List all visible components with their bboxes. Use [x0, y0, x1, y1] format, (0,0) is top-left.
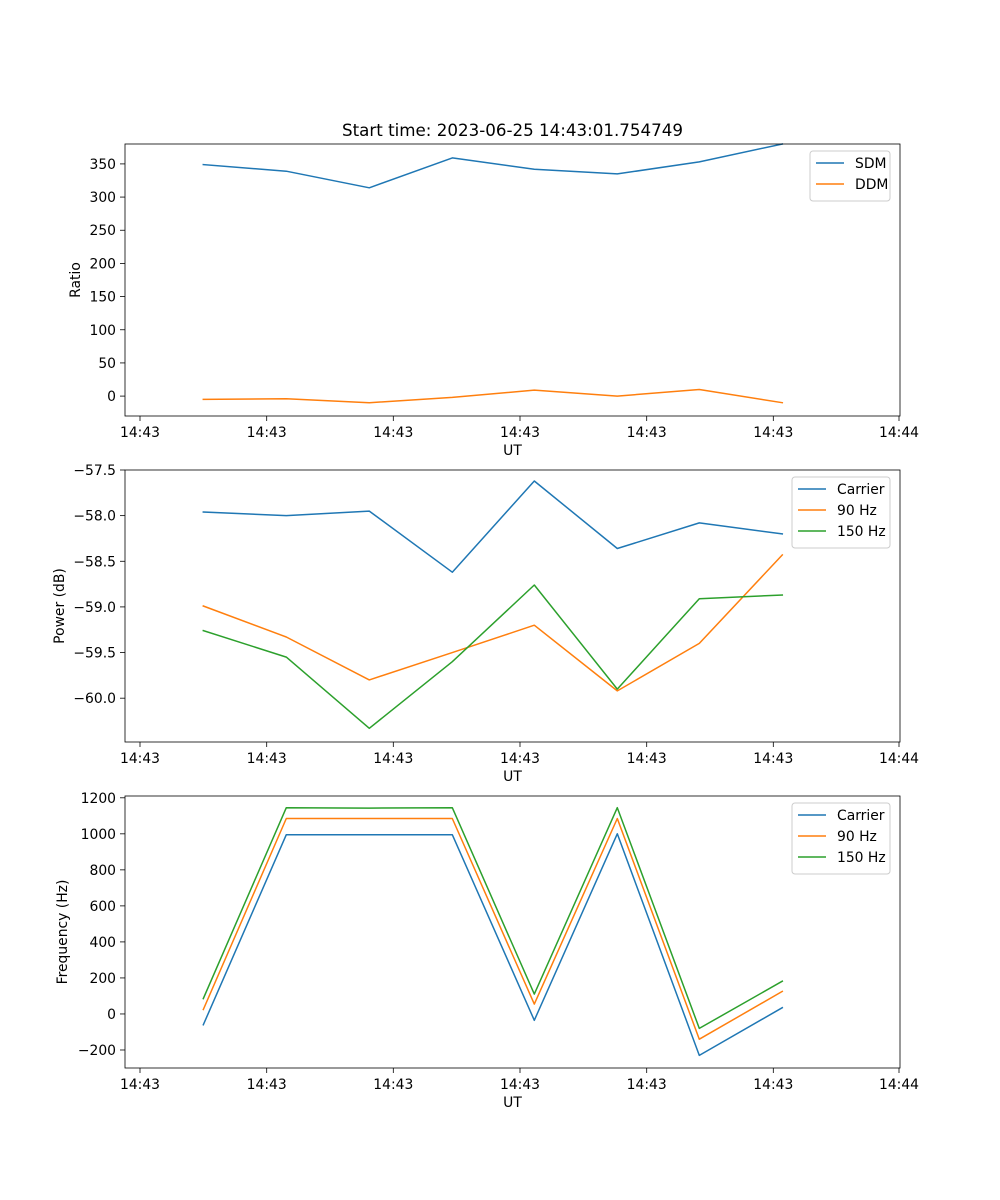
plot-frame [124, 469, 901, 743]
x-tick-label: 14:43 [120, 751, 160, 767]
y-tick-label: 0 [107, 389, 116, 405]
x-tick-label: 14:43 [627, 1077, 667, 1093]
x-tick-label: 14:44 [879, 425, 919, 441]
x-tick-label: 14:43 [753, 425, 793, 441]
legend-label: 90 Hz [837, 829, 877, 845]
y-tick-label: −58.5 [73, 554, 116, 570]
x-tick-label: 14:43 [500, 425, 540, 441]
x-axis-label: UT [503, 443, 522, 459]
y-tick-label: 250 [89, 223, 116, 239]
y-tick-label: 50 [98, 356, 116, 372]
x-tick-label: 14:43 [247, 751, 287, 767]
series-line-carrier [202, 833, 784, 1057]
y-tick-label: −200 [78, 1043, 116, 1059]
x-tick-label: 14:43 [500, 751, 540, 767]
y-tick-label: 600 [89, 899, 116, 915]
plot-frame [124, 795, 901, 1069]
y-tick-label: 100 [89, 323, 116, 339]
x-tick-label: 14:44 [879, 751, 919, 767]
x-tick-label: 14:43 [627, 425, 667, 441]
y-tick-label: 1200 [81, 791, 116, 807]
y-tick-label: 200 [89, 256, 116, 272]
legend-label: DDM [855, 177, 888, 193]
y-axis-label: Ratio [68, 262, 84, 298]
y-tick-label: 300 [89, 190, 116, 206]
legend-label: Carrier [837, 808, 885, 824]
x-tick-label: 14:43 [373, 751, 413, 767]
x-tick-label: 14:43 [373, 425, 413, 441]
y-tick-label: 200 [89, 971, 116, 987]
x-tick-label: 14:44 [879, 1077, 919, 1093]
x-tick-label: 14:43 [373, 1077, 413, 1093]
legend: Carrier 90 Hz 150 Hz [791, 802, 891, 875]
y-tick-label: −60.0 [73, 691, 116, 707]
y-tick-label: 1000 [81, 827, 116, 843]
y-tick-label: 400 [89, 935, 116, 951]
x-axis-label: UT [503, 1095, 522, 1111]
x-tick-label: 14:43 [120, 425, 160, 441]
series-line-150-hz [202, 806, 784, 1030]
series-line-sdm [202, 143, 784, 189]
x-tick-label: 14:43 [753, 1077, 793, 1093]
y-tick-label: 0 [107, 1007, 116, 1023]
y-tick-label: −58.0 [73, 509, 116, 525]
series-line-90-hz [202, 817, 784, 1040]
chart-panel-3: 14:43 14:43 14:43 14:43 14:43 14:43 14:44 −200 0… [55, 791, 919, 1111]
plot-frame [124, 143, 901, 417]
legend: SDM DDM [809, 150, 891, 202]
x-tick-label: 14:43 [247, 1077, 287, 1093]
y-tick-label: −59.0 [73, 600, 116, 616]
y-tick-label: −57.5 [73, 463, 116, 479]
legend-label: 90 Hz [837, 503, 877, 519]
series-line-90-hz [202, 553, 784, 692]
y-tick-label: 150 [89, 290, 116, 306]
x-tick-label: 14:43 [500, 1077, 540, 1093]
y-tick-label: −59.5 [73, 646, 116, 662]
legend-label: Carrier [837, 482, 885, 498]
series-line-ddm [202, 388, 784, 404]
legend-label: 150 Hz [837, 524, 886, 540]
y-tick-label: 800 [89, 863, 116, 879]
chart-panel-2: 14:43 14:43 14:43 14:43 14:43 14:43 14:44 −60.0… [52, 463, 919, 785]
y-axis-label: Frequency (Hz) [55, 880, 71, 985]
legend-label: SDM [855, 156, 887, 172]
series-line-carrier [202, 480, 784, 573]
x-axis-label: UT [503, 769, 522, 785]
series-line-150-hz [202, 584, 784, 730]
chart-title: Start time: 2023-06-25 14:43:01.754749 [342, 120, 683, 140]
x-tick-label: 14:43 [120, 1077, 160, 1093]
y-axis-label: Power (dB) [52, 568, 68, 644]
x-tick-label: 14:43 [753, 751, 793, 767]
y-tick-label: 350 [89, 157, 116, 173]
x-tick-label: 14:43 [627, 751, 667, 767]
legend-label: 150 Hz [837, 850, 886, 866]
legend: Carrier 90 Hz 150 Hz [791, 476, 891, 549]
chart-panel-1: Start time: 2023-06-25 14:43:01.754749 14… [68, 120, 919, 459]
x-tick-label: 14:43 [247, 425, 287, 441]
